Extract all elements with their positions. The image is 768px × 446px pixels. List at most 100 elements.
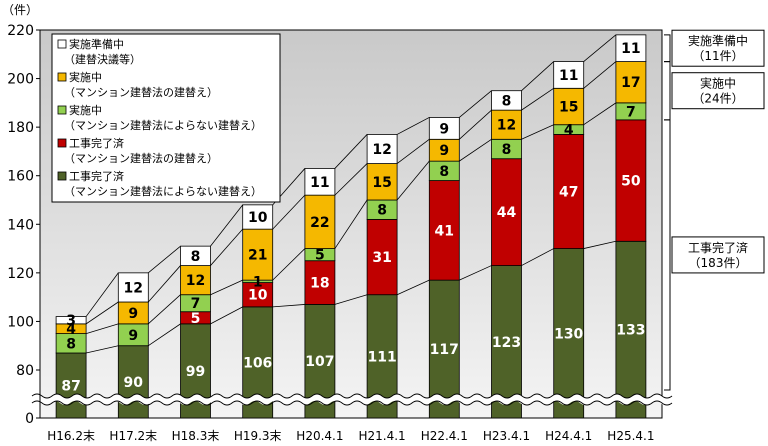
bar-segment — [242, 228, 274, 281]
data-label: 15 — [559, 100, 578, 116]
data-label: 107 — [305, 354, 334, 370]
legend-entry: （マンション建替法の建替え） — [64, 151, 218, 165]
x-tick-label: H19.3末 — [234, 429, 282, 443]
bar-segment — [553, 87, 585, 126]
data-label: 12 — [372, 142, 391, 158]
connector-line — [85, 272, 119, 317]
axis-break — [30, 393, 673, 406]
connector-line — [583, 240, 616, 249]
legend-box — [51, 33, 281, 203]
bar-segment — [553, 61, 585, 89]
data-label: 50 — [621, 174, 641, 190]
connector-line — [396, 160, 430, 201]
y-tick-label: 120 — [7, 266, 34, 282]
legend-entry: （マンション建替法の建替え） — [64, 85, 218, 99]
connector-line — [583, 34, 617, 62]
bar-segment — [491, 109, 522, 140]
annotation-box — [671, 72, 765, 110]
connector-line — [334, 134, 368, 169]
connector-line — [210, 279, 243, 296]
connector-line — [396, 117, 430, 135]
bar-segment — [428, 180, 460, 281]
data-label: 12 — [124, 280, 143, 296]
bar-segment — [304, 194, 336, 249]
annotation-text: （183件） — [689, 256, 748, 270]
connector-line — [210, 306, 243, 325]
connector-line — [334, 163, 368, 196]
bar-segment — [615, 34, 647, 62]
y-tick-label: 200 — [7, 72, 34, 88]
y-tick-label: 80 — [16, 363, 34, 379]
connector-line — [85, 301, 119, 325]
annotation-box — [671, 236, 765, 274]
data-label: 123 — [492, 335, 521, 351]
bar-segment — [366, 163, 398, 201]
bar-segment — [304, 260, 336, 305]
connector-line — [85, 323, 119, 334]
annotation-bracket — [664, 119, 671, 391]
bar-segment — [428, 117, 460, 140]
data-label: 22 — [310, 215, 329, 231]
connector-line — [583, 61, 617, 89]
connector-line — [583, 102, 617, 126]
data-label: 5 — [191, 311, 201, 327]
data-label: 12 — [186, 273, 205, 289]
data-label: 106 — [243, 355, 272, 371]
connector-line — [210, 204, 244, 247]
bar-segment — [491, 90, 522, 111]
legend-entry: 工事完了済 — [69, 136, 124, 150]
data-label: 8 — [439, 164, 449, 180]
data-label: 31 — [372, 250, 391, 266]
data-label: 17 — [621, 75, 640, 91]
data-label: 9 — [128, 306, 138, 322]
connector-line — [272, 248, 306, 281]
data-label: 7 — [191, 296, 201, 312]
data-label: 3 — [66, 313, 76, 329]
data-label: 12 — [497, 118, 516, 134]
connector-line — [148, 294, 181, 325]
data-label: 41 — [435, 223, 454, 239]
connector-line — [272, 194, 306, 230]
data-label: 11 — [621, 41, 640, 57]
bar-segment — [117, 345, 149, 419]
x-tick-label: H21.4.1 — [358, 429, 405, 443]
data-label: 9 — [439, 143, 449, 159]
connector-line — [148, 265, 181, 303]
bar-segment — [117, 272, 149, 303]
connector-line — [396, 279, 430, 296]
data-labels: 8784390991299571281061012110107185221111… — [61, 41, 645, 394]
data-label: 44 — [497, 205, 517, 221]
annotation-text: （11件） — [692, 49, 743, 63]
data-label: 130 — [554, 326, 583, 342]
annotation-bracket — [664, 34, 671, 63]
connector-line — [148, 245, 181, 274]
annotation-bracket — [664, 61, 671, 121]
connector-line — [521, 61, 554, 92]
y-tick-label: 220 — [7, 23, 34, 39]
data-label: 21 — [248, 248, 267, 264]
bar-segment — [180, 265, 211, 296]
y-axis: 0 80 100 120 140 160 180 200 220 — [7, 23, 41, 427]
annotations: 実施準備中（11件） 実施中（24件） 工事完了済（183件） — [664, 29, 765, 391]
data-label: 8 — [377, 203, 387, 219]
legend-swatch — [57, 171, 67, 181]
x-tick-label: H16.2末 — [47, 429, 95, 443]
bar-segment — [553, 134, 585, 249]
y-tick-label: 140 — [7, 217, 34, 233]
y-axis-unit-label: （件） — [2, 3, 38, 17]
connector-line — [521, 124, 554, 140]
legend-entry: （マンション建替法によらない建替え） — [64, 118, 262, 132]
connector-line — [521, 87, 554, 111]
bar-segment — [366, 219, 398, 296]
connector-line — [459, 265, 492, 281]
data-label: 5 — [315, 248, 325, 264]
data-label: 15 — [372, 175, 391, 191]
data-label: 4 — [564, 123, 574, 139]
axis-break-line — [31, 400, 673, 406]
data-label: 87 — [61, 379, 80, 395]
legend-swatch — [57, 138, 67, 148]
annotation-text: 実施準備中 — [688, 33, 748, 48]
bar-segment — [553, 248, 585, 419]
connector-line — [148, 323, 181, 347]
x-tick-label: H22.4.1 — [421, 429, 468, 443]
